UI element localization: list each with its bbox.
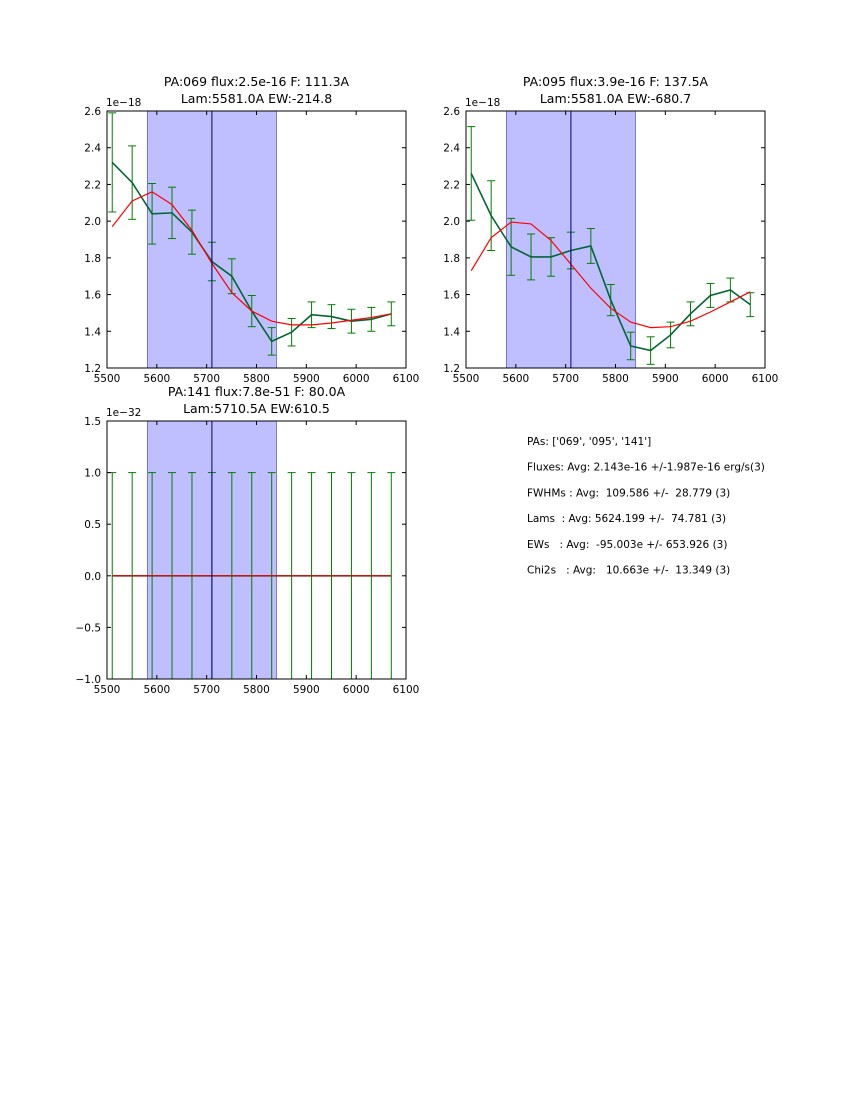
plot-area (467, 111, 755, 368)
chart-panel-2: 5500 5600 5700 5800 5900 6000 6100 1.2 1.4 1.6 1.8… (443, 74, 778, 385)
panels: 5500 5600 5700 5800 5900 6000 6100 1.2 1.4 1.6 1.8… (76, 74, 779, 696)
y-tick-label: 1.8 (443, 253, 460, 265)
chart-panel-1: 5500 5600 5700 5800 5900 6000 6100 1.2 1.4 1.6 1.8… (84, 74, 419, 385)
chart-title-line: PA:069 flux:2.5e-16 F: 111.3A (164, 74, 350, 89)
y-tick-label: 0.5 (84, 519, 101, 531)
chart-title-line: Lam:5710.5A EW:610.5 (183, 401, 330, 416)
summary-line: Chi2s : Avg: 10.663e +/- 13.349 (3) (527, 565, 730, 577)
x-tick-label: 6100 (393, 684, 420, 696)
y-tick-label: 2.4 (443, 143, 460, 155)
y-tick-label: 1.5 (84, 416, 101, 428)
chart-panel-3: 5500 5600 5700 5800 5900 6000 6100 −1.0 −0.5 0.0 0… (76, 384, 420, 696)
y-tick-label: 1.0 (84, 468, 101, 480)
x-tick-label: 5800 (243, 373, 270, 385)
x-tick-label: 6100 (752, 373, 779, 385)
y-tick-label: 1.2 (84, 363, 101, 375)
chart-title-line: PA:095 flux:3.9e-16 F: 137.5A (523, 74, 709, 89)
y-tick-label: 1.6 (84, 290, 101, 302)
y-tick-label: 2.0 (443, 216, 460, 228)
chart-title-line: Lam:5581.0A EW:-680.7 (540, 91, 691, 106)
y-tick-label: 2.2 (84, 179, 101, 191)
plot-area (108, 421, 396, 679)
y-offset-label: 1e−18 (465, 97, 500, 109)
x-tick-label: 5600 (502, 373, 529, 385)
fit-series-line (111, 191, 392, 326)
x-tick-label: 5600 (143, 373, 170, 385)
x-tick-label: 5700 (552, 373, 579, 385)
y-tick-label: 1.4 (443, 326, 460, 338)
summary-text: PAs: ['069', '095', '141'] Fluxes: Avg: 2… (527, 436, 765, 577)
y-tick-label: 0.0 (84, 571, 101, 583)
plot-area (108, 111, 396, 368)
y-tick-label: 2.6 (443, 106, 460, 118)
x-tick-label: 5900 (652, 373, 679, 385)
y-tick-label: −1.0 (76, 674, 102, 686)
y-tick-label: 2.4 (84, 143, 101, 155)
fit-series-line (470, 221, 751, 329)
y-tick-label: 2.0 (84, 216, 101, 228)
y-offset-label: 1e−32 (106, 407, 141, 419)
chart-title-line: PA:141 flux:7.8e-51 F: 80.0A (168, 384, 346, 399)
y-tick-label: 1.4 (84, 326, 101, 338)
y-tick-label: 2.2 (443, 179, 460, 191)
data-series-line (470, 173, 751, 352)
x-tick-label: 5700 (193, 684, 220, 696)
summary-line: FWHMs : Avg: 109.586 +/- 28.779 (3) (527, 487, 730, 499)
chart-title-line: Lam:5581.0A EW:-214.8 (181, 91, 332, 106)
y-tick-label: 1.6 (443, 290, 460, 302)
summary-line: Fluxes: Avg: 2.143e-16 +/-1.987e-16 erg/… (527, 462, 765, 474)
x-tick-label: 6000 (343, 373, 370, 385)
x-tick-label: 5500 (453, 373, 480, 385)
x-tick-label: 5700 (193, 373, 220, 385)
summary-line: Lams : Avg: 5624.199 +/- 74.781 (3) (527, 513, 726, 525)
x-tick-label: 6000 (702, 373, 729, 385)
x-tick-label: 5500 (94, 684, 121, 696)
y-tick-label: 1.2 (443, 363, 460, 375)
x-tick-label: 5900 (293, 684, 320, 696)
x-tick-label: 5800 (243, 684, 270, 696)
y-offset-label: 1e−18 (106, 97, 141, 109)
x-tick-label: 5600 (143, 684, 170, 696)
x-tick-label: 6100 (393, 373, 420, 385)
y-tick-label: 1.8 (84, 253, 101, 265)
x-tick-label: 5900 (293, 373, 320, 385)
y-tick-label: 2.6 (84, 106, 101, 118)
x-tick-label: 5800 (602, 373, 629, 385)
summary-line: PAs: ['069', '095', '141'] (527, 436, 651, 448)
y-tick-label: −0.5 (76, 622, 102, 634)
x-tick-label: 5500 (94, 373, 121, 385)
summary-line: EWs : Avg: -95.003e +/- 653.926 (3) (527, 539, 727, 551)
x-tick-label: 6000 (343, 684, 370, 696)
